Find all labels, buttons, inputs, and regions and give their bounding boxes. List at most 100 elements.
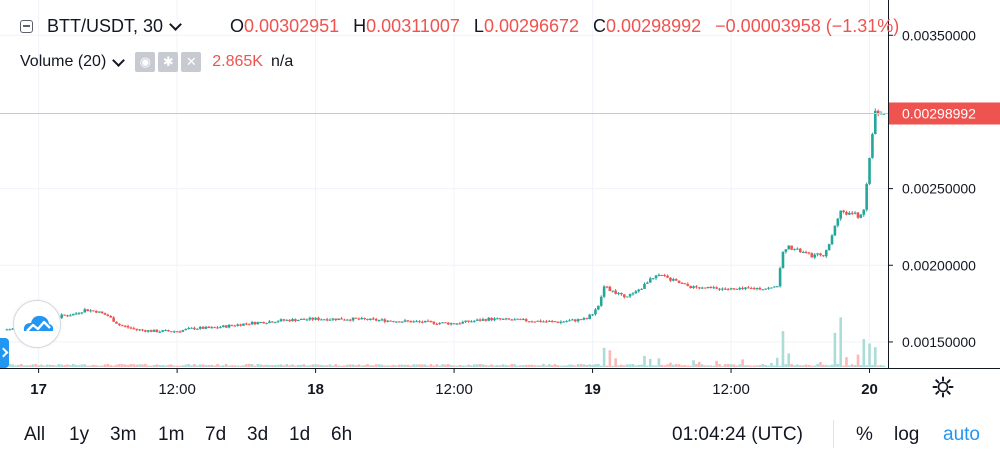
candle-body [770, 287, 773, 289]
volume-bar [738, 364, 742, 367]
volume-bar [377, 364, 381, 367]
volume-bar [559, 365, 563, 367]
candle-body [132, 328, 136, 330]
candle-body [579, 319, 583, 321]
volume-bar [95, 365, 98, 367]
candle-body [467, 320, 470, 322]
high-value: 0.00311007 [366, 15, 460, 36]
candle-body [700, 287, 704, 289]
candle-body [149, 330, 153, 332]
utc-clock[interactable]: 01:04:24 (UTC) [672, 424, 803, 445]
candle-body [605, 286, 609, 288]
candle-body [109, 316, 113, 318]
candle-body [455, 323, 459, 325]
close-icon[interactable]: ✕ [181, 52, 202, 72]
range-all-button[interactable]: All [24, 424, 46, 445]
expand-panel-tab[interactable] [0, 338, 9, 368]
volume-bar [524, 364, 528, 367]
volume-bar [236, 365, 239, 367]
log-scale-button[interactable]: log [894, 424, 920, 445]
candle-body [744, 287, 747, 290]
auto-scale-button[interactable]: auto [943, 424, 980, 445]
candle-body [5, 329, 9, 331]
volume-bar [770, 362, 773, 367]
candle-body [348, 319, 352, 321]
candle-body [493, 318, 496, 321]
volume-bar [510, 364, 514, 367]
volume-bar [836, 363, 840, 367]
range-7d-button[interactable]: 7d [205, 424, 227, 445]
volume-bar [233, 365, 237, 367]
volume-bar [498, 365, 502, 367]
symbol-label[interactable]: BTT/USDT, 30 [47, 15, 164, 36]
volume-bar [504, 364, 508, 367]
volume-bar [112, 365, 115, 367]
range-1d-button[interactable]: 1d [289, 424, 311, 445]
volume-bar [703, 365, 707, 367]
chevron-down-icon[interactable] [169, 17, 182, 31]
range-3d-button[interactable]: 3d [247, 424, 269, 445]
candle-body [115, 321, 118, 324]
candle-body [227, 324, 231, 328]
candle-body [507, 318, 511, 320]
volume-bar [207, 365, 211, 367]
candle-body [296, 320, 300, 322]
volume-bar [813, 365, 817, 367]
volume-bar [164, 365, 167, 367]
volume-bar [773, 365, 776, 367]
volume-bar [374, 364, 378, 367]
candle-body [533, 321, 537, 323]
volume-label[interactable]: Volume (20) [20, 53, 107, 70]
candle-body [187, 328, 190, 330]
percent-scale-button[interactable]: % [856, 424, 873, 445]
chevron-down-icon[interactable] [112, 53, 126, 67]
volume-bar [582, 364, 586, 367]
volume-bar [449, 365, 453, 367]
candle-body [527, 321, 531, 323]
candle-body [325, 319, 329, 321]
volume-bar [63, 365, 66, 367]
candle-body [120, 325, 124, 327]
collapse-legend-icon[interactable] [20, 19, 33, 33]
volume-bar [135, 364, 139, 367]
volume-bar [196, 365, 199, 367]
candle-body [663, 275, 666, 277]
volume-bar [418, 364, 421, 367]
volume-bar [634, 365, 638, 367]
volume-bar [224, 363, 228, 367]
range-1m-button[interactable]: 1m [158, 424, 185, 445]
candle-body [712, 287, 716, 289]
settings-gear-icon[interactable] [932, 376, 954, 398]
volume-bar [250, 364, 254, 367]
candles [5, 108, 886, 333]
range-1y-button[interactable]: 1y [69, 424, 90, 445]
volume-bar [461, 365, 465, 367]
volume-bar [666, 364, 669, 367]
candle-body [464, 320, 467, 322]
volume-bar [389, 365, 392, 367]
volume-bar [833, 332, 837, 367]
candle-body [516, 318, 519, 320]
eye-icon[interactable]: ◉ [135, 52, 156, 72]
last-price-tag [889, 102, 1000, 125]
candle-body [798, 248, 802, 253]
volume-bar [74, 364, 78, 367]
gear-icon[interactable]: ✱ [158, 52, 179, 72]
range-6h-button[interactable]: 6h [331, 424, 353, 445]
candle-body [764, 288, 767, 290]
volume-bar [787, 353, 791, 367]
volume-bar [709, 365, 713, 367]
candle-body [282, 319, 286, 321]
candle-body [660, 274, 664, 276]
volume-bar [346, 364, 349, 367]
candle-body [351, 317, 355, 321]
cloud-logo-icon[interactable] [13, 300, 61, 348]
range-3m-button[interactable]: 3m [110, 424, 137, 445]
candle-body [556, 321, 560, 323]
candle-body [196, 328, 199, 330]
candle-body [778, 268, 782, 287]
volume-bar [239, 365, 242, 367]
candle-body [686, 284, 690, 286]
volume-bar [97, 365, 101, 367]
candle-body [623, 294, 626, 298]
